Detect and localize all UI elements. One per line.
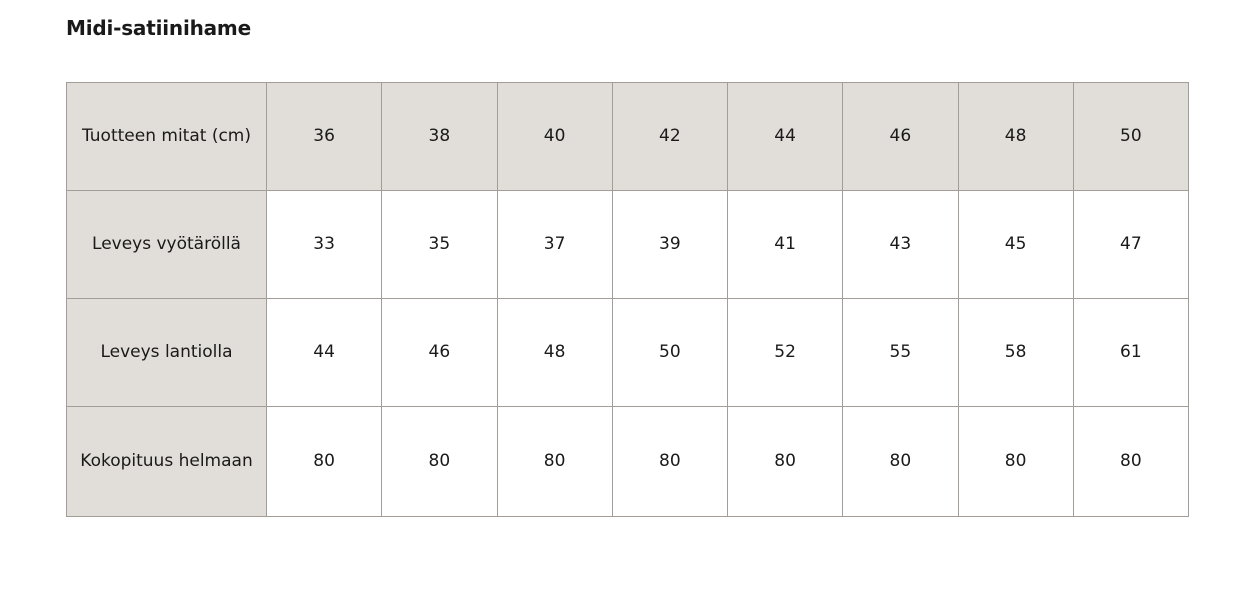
table-row: Leveys lantiolla 44 46 48 50 52 55 58 61 <box>66 298 1190 407</box>
table-cell: 80 <box>381 406 498 517</box>
table-cell: 37 <box>496 190 613 299</box>
table-cell: 41 <box>726 190 844 299</box>
row-label: Leveys vyötäröllä <box>66 190 267 299</box>
table-cell: 80 <box>611 406 729 517</box>
table-cell: 47 <box>1072 190 1190 299</box>
table-cell: 35 <box>381 190 498 299</box>
table-cell: 36 <box>265 82 383 191</box>
table-cell: 50 <box>1072 82 1190 191</box>
table-cell: 44 <box>726 82 844 191</box>
table-cell: 80 <box>842 406 959 517</box>
row-label: Tuotteen mitat (cm) <box>66 82 267 191</box>
table-row: Leveys vyötäröllä 33 35 37 39 41 43 45 47 <box>66 190 1190 299</box>
table-cell: 42 <box>611 82 729 191</box>
table-cell: 58 <box>957 298 1074 407</box>
table-cell: 46 <box>381 298 498 407</box>
table-cell: 80 <box>496 406 613 517</box>
table-cell: 33 <box>265 190 383 299</box>
table-cell: 61 <box>1072 298 1190 407</box>
size-table: Tuotteen mitat (cm) 36 38 40 42 44 46 48 50 Levey… <box>66 82 1190 517</box>
table-cell: 40 <box>496 82 613 191</box>
table-cell: 80 <box>726 406 844 517</box>
page-title: Midi-satiinihame <box>66 16 251 40</box>
table-cell: 50 <box>611 298 729 407</box>
row-label: Leveys lantiolla <box>66 298 267 407</box>
table-cell: 44 <box>265 298 383 407</box>
table-cell: 80 <box>1072 406 1190 517</box>
table-cell: 80 <box>265 406 383 517</box>
table-cell: 48 <box>496 298 613 407</box>
table-cell: 52 <box>726 298 844 407</box>
table-cell: 45 <box>957 190 1074 299</box>
table-cell: 80 <box>957 406 1074 517</box>
table-cell: 38 <box>381 82 498 191</box>
table-row: Kokopituus helmaan 80 80 80 80 80 80 80 80 <box>66 406 1190 517</box>
table-cell: 46 <box>842 82 959 191</box>
table-cell: 43 <box>842 190 959 299</box>
table-cell: 39 <box>611 190 729 299</box>
table-cell: 48 <box>957 82 1074 191</box>
table-cell: 55 <box>842 298 959 407</box>
row-label: Kokopituus helmaan <box>66 406 267 517</box>
table-header-row: Tuotteen mitat (cm) 36 38 40 42 44 46 48 50 <box>66 82 1190 191</box>
